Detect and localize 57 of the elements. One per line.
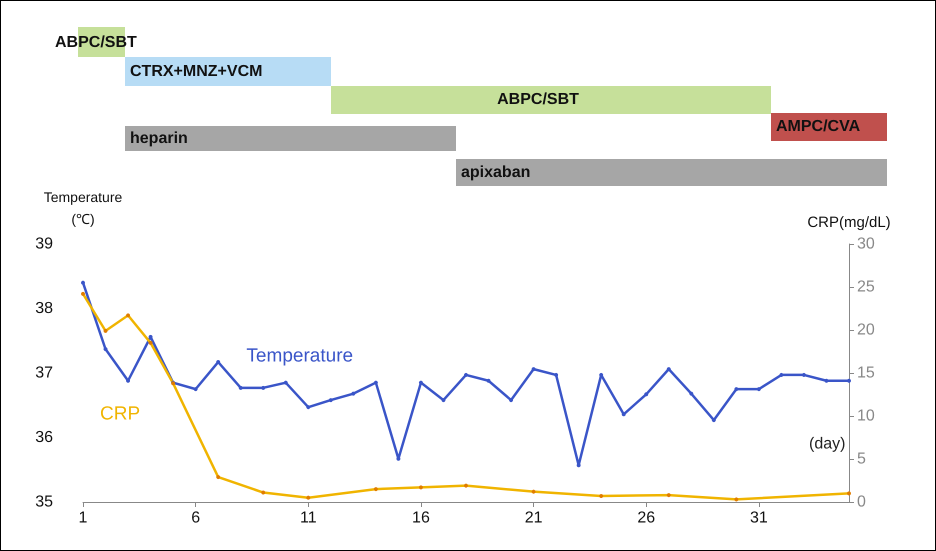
y2-tick-label: 20 <box>857 322 875 338</box>
y-axis-title: Temperature (℃) <box>44 189 123 227</box>
point <box>328 398 333 402</box>
x-tick-label: 26 <box>637 510 656 526</box>
series-label: CRP <box>100 403 140 424</box>
point <box>532 367 536 372</box>
x-tick-label: 1 <box>78 510 88 526</box>
point <box>464 372 468 377</box>
point <box>802 372 806 377</box>
point <box>486 378 491 383</box>
point <box>666 367 671 372</box>
point <box>284 380 288 385</box>
x-tick-label: 31 <box>750 510 768 526</box>
point <box>81 280 85 285</box>
point <box>734 387 738 392</box>
point <box>824 378 828 383</box>
x-axis-title: (day) <box>809 436 846 452</box>
y-tick-label: 36 <box>35 429 54 446</box>
y2-tick-label: 5 <box>857 450 866 468</box>
series-label: Temperature <box>246 346 354 367</box>
y-tick-label: 39 <box>35 236 54 252</box>
text: ABPC/SBT <box>55 34 137 52</box>
x-tick-label: 11 <box>300 510 317 526</box>
point <box>622 412 626 416</box>
point <box>306 405 310 410</box>
text: CTRX+MNZ+VCM <box>130 63 262 81</box>
point <box>599 372 604 377</box>
point <box>554 372 558 377</box>
point <box>441 398 446 402</box>
y-tick-label: 38 <box>35 300 54 317</box>
point <box>194 387 198 392</box>
point <box>351 392 356 396</box>
x-tick-label: 6 <box>191 510 200 526</box>
y2-tick-label: 15 <box>857 364 875 382</box>
point <box>104 347 108 352</box>
point <box>847 378 851 383</box>
x-tick-label: 21 <box>524 510 543 526</box>
text: ABPC/SBT <box>497 91 579 109</box>
point <box>238 386 243 390</box>
point <box>689 392 694 396</box>
y-tick-label: 37 <box>35 364 54 382</box>
text: AMPC/CVA <box>776 118 860 136</box>
x-tick-label: 16 <box>412 510 430 526</box>
y2-tick-label: 30 <box>857 236 875 252</box>
point <box>509 398 514 402</box>
text: apixaban <box>461 164 530 182</box>
y-tick-label: 35 <box>35 494 54 510</box>
y2-tick-label: 10 <box>857 408 875 424</box>
point <box>644 392 648 396</box>
y2-axis-title: CRP(mg/dL) <box>807 214 891 231</box>
y2-tick-label: 0 <box>857 494 866 510</box>
point <box>261 386 266 390</box>
point <box>374 380 378 385</box>
y2-tick-label: 25 <box>857 278 875 296</box>
point <box>779 372 784 377</box>
point <box>756 387 761 392</box>
text: heparin <box>130 130 188 148</box>
